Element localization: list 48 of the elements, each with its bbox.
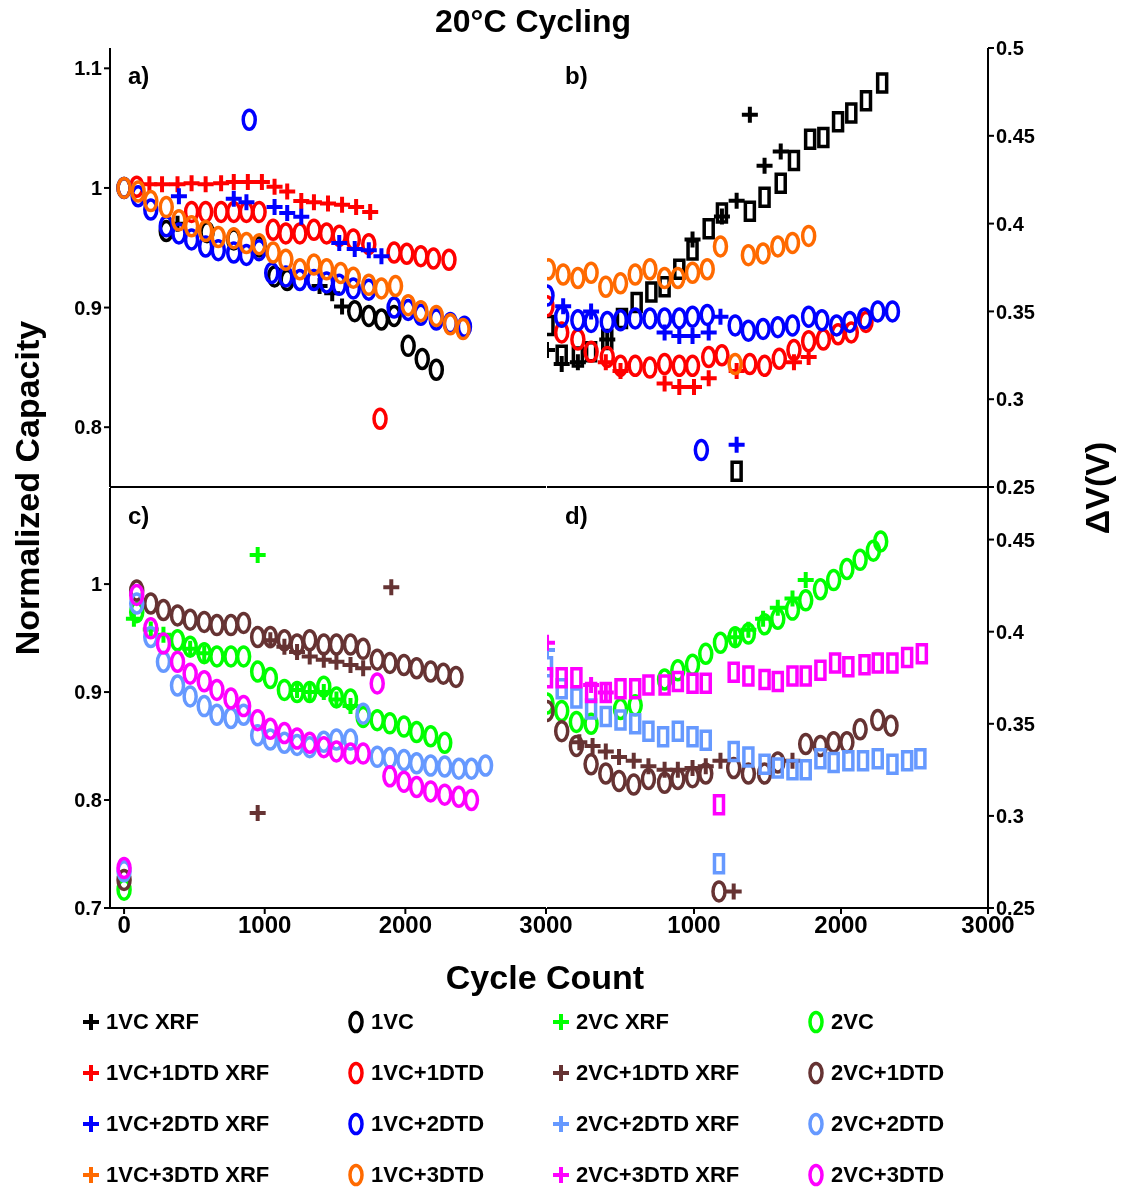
x-tick-label: 3000 bbox=[519, 911, 573, 939]
y-tick-label: 0.9 bbox=[74, 681, 102, 704]
x-tick-label: 1000 bbox=[238, 911, 292, 939]
annotation: b) bbox=[565, 62, 588, 90]
legend-label: 1VC+1DTD bbox=[371, 1060, 485, 1086]
y-tick-label: 0.8 bbox=[74, 416, 102, 439]
legend-label: 1VC+2DTD bbox=[371, 1111, 485, 1137]
legend-label: 1VC+2DTD XRF bbox=[106, 1111, 270, 1137]
y-tick-label: 0.3 bbox=[996, 388, 1024, 411]
legend-label: 2VC bbox=[831, 1009, 874, 1035]
y-tick-label: 0.45 bbox=[996, 528, 1035, 551]
x-tick-label: 0 bbox=[117, 911, 131, 939]
y-tick-label: 0.35 bbox=[996, 712, 1035, 735]
y-tick-label: 0.9 bbox=[74, 296, 102, 319]
y-tick-label: 0.7 bbox=[74, 897, 102, 920]
legend-label: 2VC+3DTD XRF bbox=[576, 1162, 740, 1188]
y-tick-label: 0.3 bbox=[996, 804, 1024, 827]
legend-label: 1VC bbox=[371, 1009, 414, 1035]
y-axis-title: Normalized Capacity bbox=[8, 319, 47, 658]
legend-label: 2VC XRF bbox=[576, 1009, 669, 1035]
y-tick-label: 0.5 bbox=[996, 37, 1024, 60]
y-tick-label: 1 bbox=[90, 177, 102, 200]
annotation: d) bbox=[565, 502, 588, 530]
legend-label: 1VC+3DTD bbox=[371, 1162, 485, 1188]
x-axis-title: Cycle Count bbox=[444, 958, 646, 997]
legend-label: 1VC+3DTD XRF bbox=[106, 1162, 270, 1188]
x-tick-label: 2000 bbox=[814, 911, 868, 939]
y-tick-label: 0.25 bbox=[996, 476, 1035, 499]
legend-label: 2VC+1DTD bbox=[831, 1060, 945, 1086]
legend-label: 2VC+3DTD bbox=[831, 1162, 945, 1188]
legend-label: 2VC+2DTD XRF bbox=[576, 1111, 740, 1137]
y-tick-label: 0.35 bbox=[996, 300, 1035, 323]
y-tick-label: 0.4 bbox=[996, 620, 1025, 643]
annotation: a) bbox=[128, 62, 150, 90]
y-tick-label: 0.45 bbox=[996, 124, 1035, 147]
x-tick-label: 2000 bbox=[378, 911, 433, 939]
y-tick-label: 0.8 bbox=[74, 789, 102, 812]
legend-label: 2VC+1DTD XRF bbox=[576, 1060, 740, 1086]
chart-title: 20°C Cycling bbox=[434, 3, 632, 40]
annotation: c) bbox=[128, 502, 150, 530]
y-axis-title: ΔV(V) bbox=[1078, 440, 1117, 537]
legend-label: 1VC XRF bbox=[106, 1009, 199, 1035]
legend-label: 2VC+2DTD bbox=[831, 1111, 945, 1137]
y-tick-label: 1 bbox=[90, 573, 102, 596]
legend-label: 1VC+1DTD XRF bbox=[106, 1060, 270, 1086]
y-tick-label: 0.4 bbox=[996, 212, 1025, 235]
x-tick-label: 1000 bbox=[667, 911, 721, 939]
y-tick-label: 1.1 bbox=[74, 57, 102, 80]
